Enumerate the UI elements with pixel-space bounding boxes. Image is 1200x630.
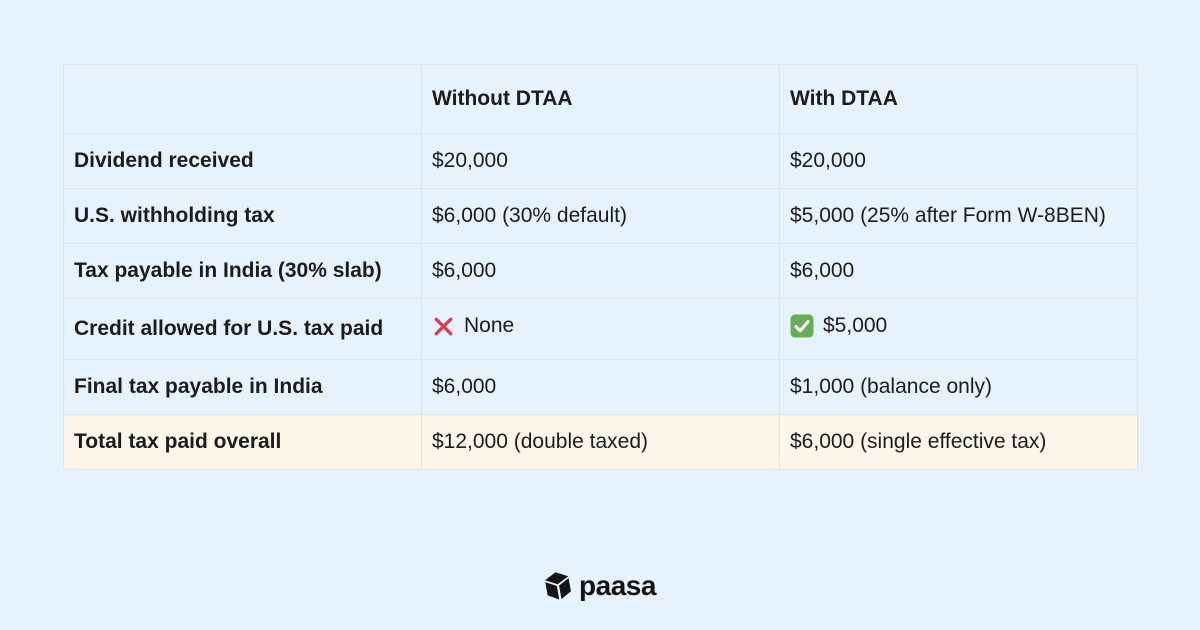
cell-without-dtaa: $20,000 <box>421 133 780 189</box>
header-cell-with-dtaa: With DTAA <box>779 64 1138 134</box>
cell-with-dtaa: $6,000 (single effective tax) <box>779 414 1138 470</box>
footer-brand: paasa <box>0 570 1200 602</box>
dtaa-comparison-table: Without DTAA With DTAA Dividend received… <box>63 64 1138 470</box>
header-row: Without DTAA With DTAA <box>63 64 1138 134</box>
row-label: Tax payable in India (30% slab) <box>63 243 422 299</box>
cell-with-dtaa: $5,000 <box>779 298 1138 360</box>
row-label: U.S. withholding tax <box>63 188 422 244</box>
cell-with-dtaa: $1,000 (balance only) <box>779 359 1138 415</box>
cell-with-dtaa: $20,000 <box>779 133 1138 189</box>
header-cell-empty <box>63 64 422 134</box>
cell-text: $5,000 <box>823 314 888 337</box>
cell-without-dtaa: $6,000 <box>421 359 780 415</box>
row-label: Dividend received <box>63 133 422 189</box>
paasa-cube-logo-icon <box>542 569 575 603</box>
table-row-tax-payable-india: Tax payable in India (30% slab) $6,000 $… <box>63 243 1138 299</box>
cross-icon <box>432 315 455 338</box>
cell-text: None <box>464 314 515 338</box>
cell-without-dtaa: $6,000 <box>421 243 780 299</box>
header-cell-without-dtaa: Without DTAA <box>421 64 780 134</box>
row-label: Total tax paid overall <box>63 414 422 470</box>
table-row-dividend-received: Dividend received $20,000 $20,000 <box>63 133 1138 189</box>
cell-without-dtaa: $12,000 (double taxed) <box>421 414 780 470</box>
cell-without-dtaa: None <box>421 298 780 360</box>
cell-without-dtaa: $6,000 (30% default) <box>421 188 780 244</box>
table-row-total-tax-paid: Total tax paid overall $12,000 (double t… <box>63 414 1138 470</box>
table-row-credit-allowed: Credit allowed for U.S. tax paid None <box>63 298 1138 360</box>
logo-wordmark: paasa <box>579 570 656 601</box>
cell-with-dtaa: $6,000 <box>779 243 1138 299</box>
table-row-us-withholding-tax: U.S. withholding tax $6,000 (30% default… <box>63 188 1138 244</box>
row-label: Credit allowed for U.S. tax paid <box>63 298 422 360</box>
cell-with-dtaa: $5,000 (25% after Form W-8BEN) <box>779 188 1138 244</box>
row-label: Final tax payable in India <box>63 359 422 415</box>
check-icon <box>790 314 814 338</box>
table-row-final-tax-payable: Final tax payable in India $6,000 $1,000… <box>63 359 1138 415</box>
